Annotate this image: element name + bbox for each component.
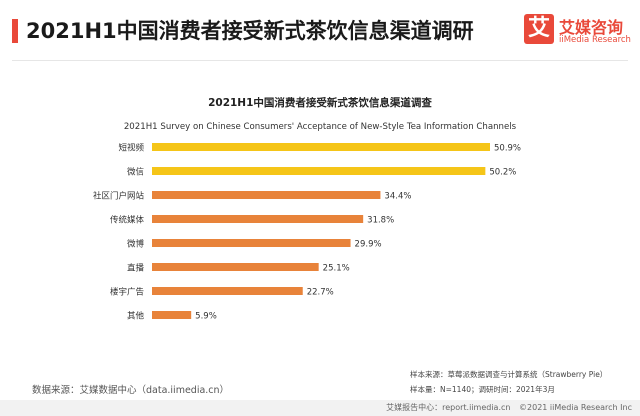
value-label: 22.7% [307, 288, 334, 298]
chart-title: 2021H1中国消费者接受新式茶饮信息渠道调查 [208, 96, 432, 109]
bottom-bar-text: 艾媒报告中心：report.iimedia.cn ©2021 iiMedia R… [380, 402, 632, 413]
category-label: 直播 [127, 263, 145, 274]
logo-chinese-name: 艾媒咨询 [559, 18, 624, 37]
value-label: 31.8% [367, 216, 394, 226]
bar [152, 263, 319, 271]
copyright-text: ©2021 iiMedia Research Inc [519, 403, 632, 412]
value-label: 5.9% [195, 312, 217, 322]
category-label: 其他 [127, 311, 145, 322]
category-label: 楼宇广告 [110, 287, 144, 298]
bottom-bar: 艾媒报告中心：report.iimedia.cn ©2021 iiMedia R… [0, 400, 640, 416]
report-center-link[interactable]: 艾媒报告中心：report.iimedia.cn [386, 403, 511, 412]
value-label: 50.9% [494, 144, 521, 154]
logo-mark-icon: 艾 [524, 14, 554, 44]
data-source-note: 数据来源：艾媒数据中心（data.iimedia.cn） [32, 385, 230, 396]
logo-english-name: iiMedia Research [559, 35, 631, 45]
value-label: 25.1% [323, 264, 350, 274]
header-divider [12, 60, 628, 61]
bar [152, 311, 192, 319]
bar [152, 215, 364, 223]
category-label: 短视频 [118, 143, 144, 154]
bar [152, 239, 351, 247]
chart-subtitle: 2021H1 Survey on Chinese Consumers' Acce… [124, 122, 517, 132]
iimedia-logo: 艾 艾媒咨询 iiMedia Research [524, 14, 634, 50]
sample-source-note: 样本来源：草莓派数据调查与计算系统（Strawberry Pie） [410, 370, 608, 379]
header: 2021H1中国消费者接受新式茶饮信息渠道调研 艾 艾媒咨询 iiMedia R… [0, 0, 640, 62]
title-accent-bar [12, 19, 18, 43]
bar [152, 143, 490, 151]
category-label: 微博 [127, 239, 145, 250]
value-label: 34.4% [384, 192, 411, 202]
category-label: 社区门户网站 [93, 191, 145, 202]
bar [152, 191, 381, 199]
sample-info: 样本来源：草莓派数据调查与计算系统（Strawberry Pie） 样本量：N=… [410, 367, 607, 397]
bar [152, 287, 303, 295]
category-label: 传统媒体 [110, 215, 145, 226]
category-label: 微信 [127, 167, 145, 178]
bar [152, 167, 486, 175]
bar-chart: 2021H1中国消费者接受新式茶饮信息渠道调查 2021H1 Survey on… [93, 96, 521, 322]
page-title: 2021H1中国消费者接受新式茶饮信息渠道调研 [26, 19, 474, 43]
sample-size-note: 样本量：N=1140；调研时间：2021年3月 [410, 385, 555, 394]
value-label: 29.9% [355, 240, 382, 250]
value-label: 50.2% [489, 168, 516, 178]
